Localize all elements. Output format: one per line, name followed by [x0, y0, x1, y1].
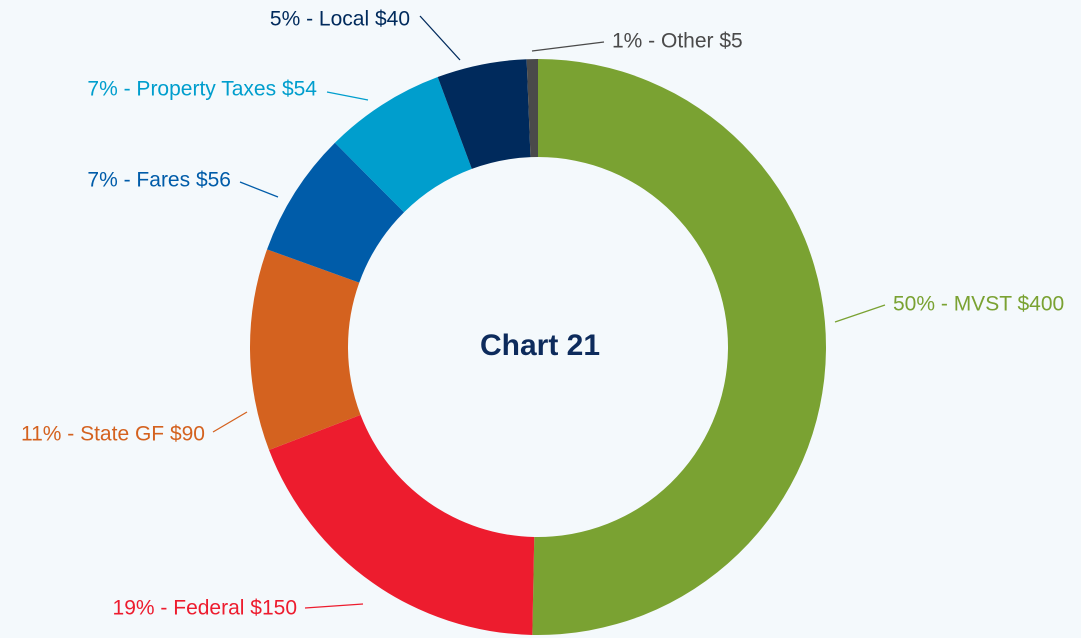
leader-line — [212, 411, 248, 433]
data-label: 1% - Other $5 — [612, 30, 743, 53]
data-label: 50% - MVST $400 — [893, 293, 1064, 316]
donut-slice — [437, 59, 531, 169]
donut-slice — [526, 59, 538, 158]
leader-line — [531, 41, 605, 52]
data-label: 5% - Local $40 — [270, 8, 410, 31]
leader-line — [419, 15, 461, 61]
leader-line — [239, 181, 279, 198]
donut-slice — [334, 77, 472, 213]
data-label: 11% - State GF $90 — [21, 423, 205, 446]
donut-slice — [532, 59, 827, 635]
data-label: 19% - Federal $150 — [113, 597, 297, 620]
leader-line — [304, 603, 364, 609]
donut-slice — [250, 249, 361, 450]
leader-line — [326, 91, 369, 101]
data-label: 7% - Property Taxes $54 — [87, 78, 317, 101]
donut-slice — [269, 414, 535, 635]
chart-title: Chart 21 — [480, 329, 600, 362]
donut-slice — [267, 142, 405, 283]
leader-line — [834, 304, 886, 323]
data-label: 7% - Fares $56 — [87, 169, 231, 192]
